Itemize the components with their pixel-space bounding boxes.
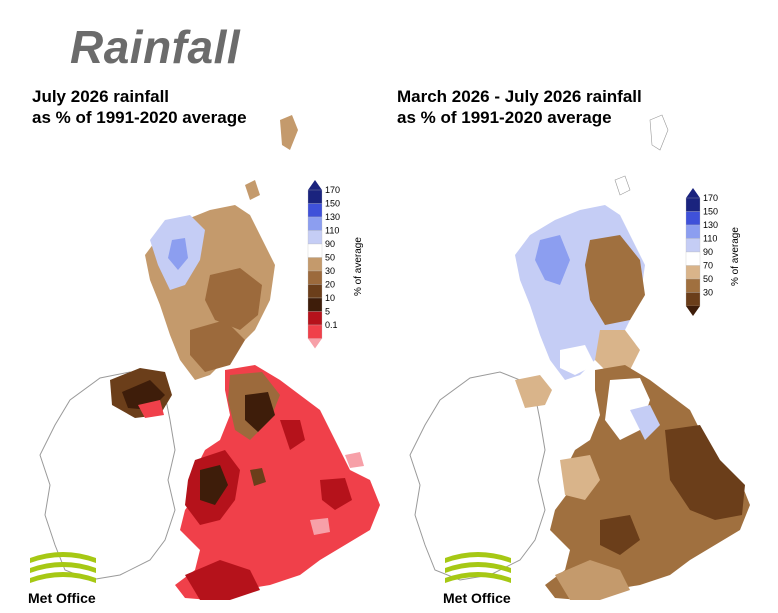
left-legend-tick-label: 110 xyxy=(325,226,339,236)
left-legend-tick-label: 130 xyxy=(325,212,340,222)
right-legend-tick-label: 170 xyxy=(703,193,718,203)
met-office-logo-icon xyxy=(445,552,511,583)
left-legend-tick-label: 5 xyxy=(325,307,330,317)
right-legend-colorbar: 170 150 130 110 90 70 50 30 xyxy=(685,188,718,316)
right-legend-axis-label: % of average xyxy=(730,227,741,286)
left-legend-bin xyxy=(307,297,323,312)
left-legend-tick-label: 0.1 xyxy=(325,320,338,330)
right-legend-top-arrow xyxy=(686,188,700,198)
left-legend-bin xyxy=(307,311,323,326)
left-legend: 170 150 130 110 90 50 30 20 10 5 0.1 % of average xyxy=(300,178,364,349)
met-office-logo-left xyxy=(28,548,98,593)
right-legend-bin xyxy=(685,197,701,212)
right-england-wales xyxy=(545,365,750,600)
left-legend-bin xyxy=(307,216,323,231)
left-legend-bin xyxy=(307,257,323,272)
right-map-title: March 2026 - July 2026 rainfall as % of … xyxy=(397,86,642,128)
left-england-wales xyxy=(175,365,380,600)
left-legend-bin xyxy=(307,203,323,218)
right-legend-tick-label: 110 xyxy=(703,234,717,244)
right-legend-tick-label: 150 xyxy=(703,207,718,217)
right-legend-tick-label: 70 xyxy=(703,261,713,271)
page-title: Rainfall xyxy=(70,21,241,73)
left-legend-tick-label: 50 xyxy=(325,253,335,263)
met-office-logo-text-right: Met Office xyxy=(443,590,511,606)
left-legend-bin xyxy=(307,243,323,258)
right-legend-bin xyxy=(685,238,701,253)
left-legend-bin xyxy=(307,230,323,245)
right-legend-bin xyxy=(685,224,701,239)
right-legend-bin xyxy=(685,265,701,280)
left-legend-tick-label: 30 xyxy=(325,266,335,276)
right-legend-tick-label: 90 xyxy=(703,247,713,257)
left-legend-tick-label: 150 xyxy=(325,199,340,209)
left-map-title: July 2026 rainfall as % of 1991-2020 ave… xyxy=(32,86,247,128)
right-legend-tick-label: 30 xyxy=(703,288,713,298)
left-legend-bin xyxy=(307,284,323,299)
left-map xyxy=(39,115,380,600)
right-legend-bin xyxy=(685,211,701,226)
right-map xyxy=(409,114,750,600)
left-legend-bin xyxy=(307,270,323,285)
left-legend-tick-label: 10 xyxy=(325,293,335,303)
left-map-title-line2: as % of 1991-2020 average xyxy=(32,108,247,127)
left-legend-tick-label: 90 xyxy=(325,239,335,249)
left-legend-bin xyxy=(307,189,323,204)
right-legend: 170 150 130 110 90 70 50 30 % of average xyxy=(678,186,741,316)
met-office-logo-right xyxy=(443,548,513,593)
met-office-logo-icon xyxy=(30,552,96,583)
right-legend-bin xyxy=(685,278,701,293)
right-legend-bottom-arrow xyxy=(686,306,700,316)
right-legend-bin xyxy=(685,292,701,307)
left-legend-bin xyxy=(307,324,323,339)
right-legend-tick-label: 50 xyxy=(703,274,713,284)
left-legend-axis-label: % of average xyxy=(353,237,364,296)
left-legend-tick-label: 20 xyxy=(325,280,335,290)
left-legend-colorbar: 170 150 130 110 90 50 30 20 10 5 0.1 xyxy=(307,180,340,349)
right-legend-tick-label: 130 xyxy=(703,220,718,230)
left-legend-top-arrow xyxy=(308,180,322,190)
met-office-logo-text-left: Met Office xyxy=(28,590,96,606)
right-map-title-line1: March 2026 - July 2026 rainfall xyxy=(397,87,642,106)
left-map-title-line1: July 2026 rainfall xyxy=(32,87,170,106)
left-legend-tick-label: 170 xyxy=(325,185,340,195)
left-legend-bottom-arrow xyxy=(308,338,322,349)
right-map-title-line2: as % of 1991-2020 average xyxy=(397,108,612,127)
right-legend-bin xyxy=(685,251,701,266)
